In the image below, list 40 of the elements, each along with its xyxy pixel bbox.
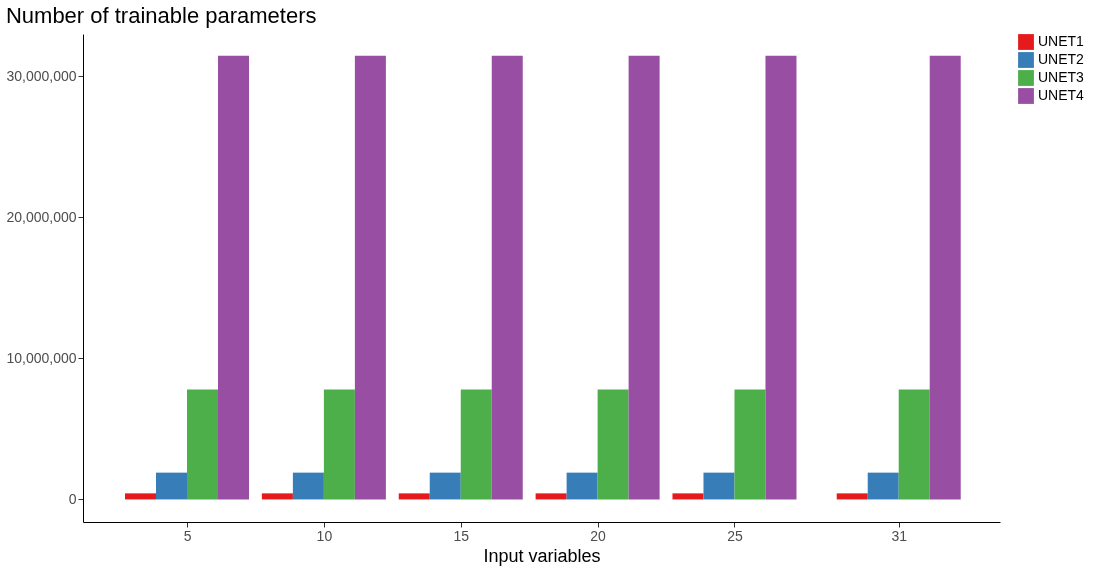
- chart-title: Number of trainable parameters: [5, 3, 317, 28]
- bar: [929, 55, 961, 500]
- y-tick-label: 10,000,000: [6, 349, 77, 366]
- bar: [597, 389, 629, 500]
- bar: [672, 493, 704, 500]
- x-tick-label: 5: [183, 527, 192, 544]
- x-axis-title: Input variables: [483, 545, 601, 566]
- x-tick-label: 25: [727, 527, 743, 544]
- x-tick-label: 20: [590, 527, 607, 544]
- bar: [566, 472, 598, 500]
- bar: [491, 55, 523, 500]
- x-tick-label: 15: [453, 527, 470, 544]
- legend-label: UNET1: [1038, 33, 1085, 49]
- bar: [628, 55, 660, 500]
- bar: [261, 493, 293, 500]
- bar: [535, 493, 567, 500]
- x-tick-label: 31: [891, 527, 908, 544]
- bar: [836, 493, 868, 500]
- bar: [898, 389, 930, 500]
- bar: [429, 472, 461, 500]
- legend-label: UNET2: [1038, 51, 1085, 67]
- y-tick-label: 0: [68, 490, 77, 507]
- legend-label: UNET4: [1038, 87, 1085, 103]
- bar: [156, 472, 188, 500]
- bar: [323, 389, 355, 500]
- y-tick-label: 30,000,000: [6, 67, 77, 84]
- bar: [398, 493, 430, 500]
- bar: [187, 389, 219, 500]
- bar: [765, 55, 797, 500]
- bar: [703, 472, 735, 500]
- x-tick-label: 10: [316, 527, 333, 544]
- bar: [354, 55, 386, 500]
- y-tick-label: 20,000,000: [6, 208, 77, 225]
- bar: [218, 55, 250, 500]
- bar: [734, 389, 766, 500]
- bar: [292, 472, 324, 500]
- bar: [867, 472, 899, 500]
- legend-label: UNET3: [1038, 69, 1085, 85]
- bar: [460, 389, 492, 500]
- bar: [125, 493, 157, 500]
